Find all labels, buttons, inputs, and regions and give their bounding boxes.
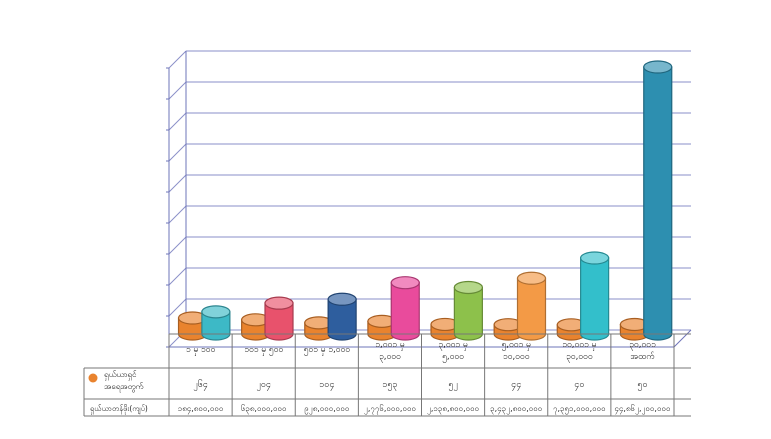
amount-value: ၂,၁၃၈,၈၀၀,၀၀၀ <box>427 404 479 415</box>
holders-value: ၅၂ <box>448 380 457 391</box>
amount-value: ၄၄,၈၆၂,၂၀၀,၀၀၀ <box>614 403 670 415</box>
x-tick-label: ၃,၀၀၀ <box>379 352 401 363</box>
legend-marker <box>88 373 98 383</box>
gridline-side <box>168 298 187 317</box>
bar-holders-2 <box>304 316 334 341</box>
bar-amount-7 <box>643 60 673 341</box>
gridline-side <box>168 174 187 193</box>
legend-label: အရေအတွက် <box>104 381 143 393</box>
holders-value: ၅၀ <box>637 380 647 391</box>
amount-row-label: ရှယ်ယာတန်ဖိုး(ကျပ်) <box>90 404 148 414</box>
gridline-side <box>168 143 187 162</box>
bar-amount-7-top <box>643 60 673 74</box>
holders-value: ၂၆၄ <box>193 379 208 391</box>
holders-value: ၄၀ <box>574 380 584 391</box>
gridline-side <box>168 205 187 224</box>
gridline-side <box>168 236 187 255</box>
x-tick-label: ၁ မှ ၁၀၀ <box>186 345 215 356</box>
bar-amount-0 <box>201 305 231 341</box>
x-tick-label: ၁၀,၀၀၁ မှ <box>562 340 596 351</box>
gridline-side <box>168 112 187 131</box>
bar-amount-7-body <box>643 66 673 341</box>
legend-label: ရှယ်ယာရှင် <box>104 369 136 381</box>
x-tick-label: ၅၀၁ မှ ၁,၀၀၀ <box>304 345 350 356</box>
x-tick-label: ၅,၀၀၀ <box>442 352 464 363</box>
bar-amount-3-body <box>390 282 420 341</box>
gridline-side <box>168 50 187 69</box>
amount-value: ၂,၇၇၆,၀၀၀,၀၀၀ <box>364 403 416 415</box>
grid <box>166 50 692 348</box>
bar-amount-6 <box>580 251 610 341</box>
bar-holders-7 <box>619 317 649 341</box>
bar-amount-5-top <box>516 271 547 285</box>
bar-amount-1-top <box>264 296 294 310</box>
bar-amount-4-top <box>453 280 483 295</box>
x-tick-label: ၃,၀၀၁ မှ <box>438 340 468 351</box>
bar-amount-2-top <box>327 292 357 306</box>
gridline-side <box>168 267 187 286</box>
amount-value: ၃,၄၃၂,၈၀၀,၀၀၀ <box>490 404 542 415</box>
floor-edge <box>673 329 692 348</box>
x-tick-label: ၁၀၁ မှ ၅၀၀ <box>244 345 283 356</box>
x-tick-label: ၁၀,၀၀၀ <box>503 352 530 362</box>
holders-value: ၄၄ <box>511 380 521 391</box>
x-tick-label: ၁,၀၀၁ မှ <box>375 340 405 351</box>
x-tick-label: ၅,၀၀၁ မှ <box>501 340 531 351</box>
amount-value: ၁၈၄,၈၀၀,၀၀၀ <box>178 404 224 415</box>
gridline-side <box>168 81 187 100</box>
bar-amount-2 <box>327 292 357 341</box>
holders-value: ၁၅၃ <box>382 380 397 391</box>
bar-amount-4 <box>453 280 483 341</box>
holders-value: ၂၀၄ <box>256 380 271 391</box>
x-tick-label: ၃၀,၀၀၁ <box>629 340 656 351</box>
x-tick-label: အထက် <box>630 351 655 362</box>
chart-back-wall <box>186 51 691 330</box>
bar-amount-4-body <box>453 286 483 341</box>
bar-amount-0-top <box>201 305 231 319</box>
bar-amount-6-body <box>580 257 610 341</box>
amount-value: ၆၃၈,၀၀၀,၀၀၀ <box>241 403 287 415</box>
x-tick-label: ၃၀,၀၀၀ <box>566 352 593 363</box>
holders-value: ၁၀၄ <box>319 380 334 391</box>
bar-amount-1 <box>264 296 294 341</box>
amount-value: ၉၂၈,၀၀၀,၀၀၀ <box>304 404 349 415</box>
bar-amount-5 <box>516 271 547 341</box>
bar-holders-3 <box>367 314 397 341</box>
bar-amount-3 <box>390 276 420 341</box>
bar-holders-4 <box>430 317 460 341</box>
amount-value: ၇,၃၅၁,၀၀၀,၀၀၀ <box>553 404 606 415</box>
bars <box>177 60 673 341</box>
bar-amount-5-body <box>516 277 547 341</box>
bar-amount-6-top <box>580 251 610 265</box>
bar-amount-3-top <box>390 276 420 290</box>
